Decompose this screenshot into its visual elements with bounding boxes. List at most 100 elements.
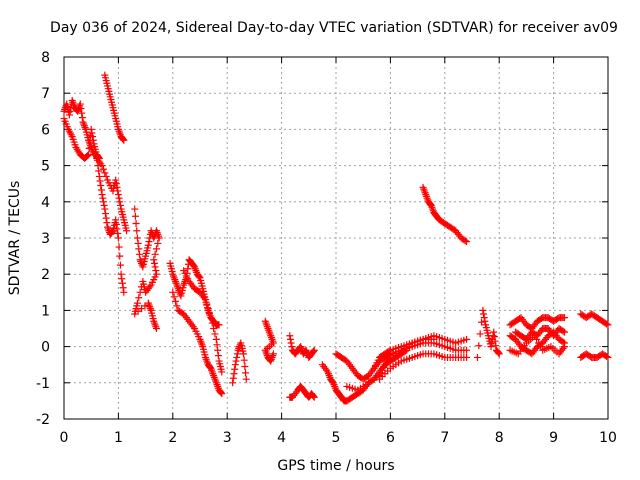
data-point [112, 176, 120, 184]
y-tick-label: 8 [41, 50, 50, 66]
data-point [310, 393, 318, 401]
data-point [95, 167, 103, 175]
axis-ticks [63, 56, 609, 420]
data-point [151, 250, 159, 258]
data-point [385, 347, 393, 355]
data-point [98, 191, 106, 199]
y-axis-label: SDTVAR / TECUs [7, 181, 23, 296]
data-point [495, 349, 503, 357]
data-point [89, 133, 97, 141]
data-point [112, 180, 120, 188]
data-point [560, 328, 568, 336]
data-point [559, 338, 567, 346]
data-point [489, 332, 497, 340]
series-sat-d [93, 154, 131, 235]
data-point [491, 337, 499, 345]
data-point [98, 162, 106, 170]
data-point [66, 107, 74, 115]
data-point [215, 321, 223, 329]
data-point [310, 346, 318, 354]
data-point [559, 327, 567, 335]
data-point [78, 109, 86, 117]
data-point [195, 273, 203, 281]
data-point [463, 335, 471, 343]
series-sat-l [286, 382, 318, 401]
series-sat-j [261, 317, 277, 365]
data-point [152, 245, 160, 253]
y-tick-labels: -2 -1 0 1 2 3 4 5 6 7 8 [36, 50, 50, 428]
data-point [214, 346, 222, 354]
data-point [87, 125, 95, 133]
data-point [95, 172, 103, 180]
data-point [150, 259, 158, 267]
data-point [155, 234, 163, 242]
data-point [490, 328, 498, 336]
data-point [430, 335, 438, 343]
x-tick-labels: 0 1 2 3 4 5 6 7 8 9 10 [60, 430, 617, 446]
data-point [463, 238, 471, 246]
x-tick-label: 8 [495, 430, 504, 446]
data-point [214, 352, 222, 360]
data-point [114, 234, 122, 242]
data-point [132, 220, 140, 228]
data-point [204, 305, 212, 313]
data-point [89, 136, 97, 144]
data-point [310, 347, 318, 355]
data-point [217, 389, 225, 397]
data-point [97, 182, 105, 190]
data-point [101, 210, 109, 218]
data-point [201, 296, 209, 304]
data-point [113, 183, 121, 191]
data-point [463, 353, 471, 361]
data-point [240, 350, 248, 358]
data-point [218, 390, 226, 398]
data-point [487, 343, 495, 351]
data-point [230, 370, 238, 378]
data-point [242, 375, 250, 383]
data-point [560, 314, 568, 322]
data-point [65, 111, 73, 119]
data-point [494, 348, 502, 356]
data-point [131, 212, 139, 220]
data-point [135, 294, 143, 302]
data-point [152, 325, 160, 332]
data-point [197, 339, 205, 347]
data-point [604, 353, 612, 361]
y-tick-label: 2 [41, 267, 50, 283]
data-point [131, 205, 139, 213]
data-point [463, 346, 471, 354]
data-point [114, 229, 122, 237]
data-point [133, 227, 141, 235]
data-point [115, 194, 123, 202]
x-tick-label: 4 [277, 430, 286, 446]
data-point [135, 245, 143, 253]
data-point [151, 321, 159, 329]
data-point [138, 283, 146, 291]
data-point [116, 198, 124, 206]
data-point [120, 288, 128, 296]
data-point [76, 100, 84, 108]
y-tick-label: 7 [41, 86, 50, 102]
y-tick-label: 3 [41, 231, 50, 247]
data-point [150, 256, 158, 264]
data-point [473, 353, 481, 361]
data-point [604, 321, 612, 329]
data-point [100, 201, 108, 209]
data-point [114, 187, 122, 195]
data-point [101, 205, 109, 213]
data-point [78, 114, 86, 122]
data-point [495, 350, 503, 358]
data-point [113, 225, 121, 233]
data-point [531, 332, 539, 340]
series-sat-k [286, 332, 318, 361]
chart-title: Day 036 of 2024, Sidereal Day-to-day VTE… [50, 20, 618, 36]
data-point [476, 330, 484, 338]
x-axis-label: GPS time / hours [277, 458, 394, 474]
data-point [116, 252, 124, 260]
data-point [240, 356, 248, 364]
x-tick-label: 0 [60, 430, 69, 446]
data-point [210, 325, 218, 332]
data-point [80, 122, 88, 130]
data-point [96, 177, 104, 185]
data-point [154, 239, 162, 247]
